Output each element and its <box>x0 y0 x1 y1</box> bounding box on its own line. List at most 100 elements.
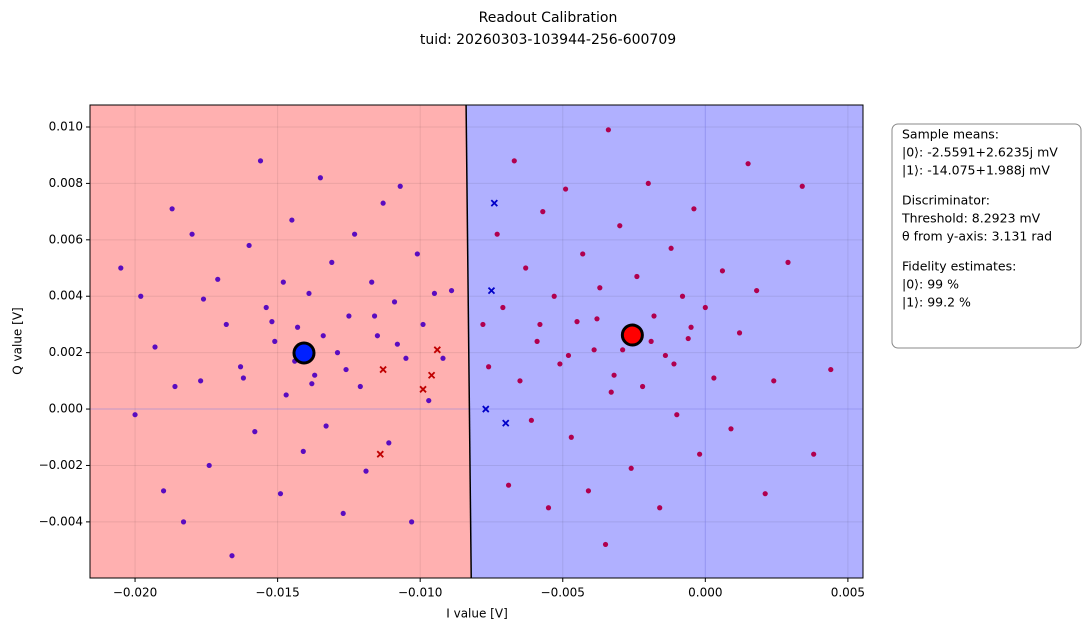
y-tick-label: 0.000 <box>49 402 83 416</box>
point <box>671 361 677 367</box>
point <box>500 304 506 311</box>
point <box>320 333 326 339</box>
point <box>300 448 306 454</box>
point <box>363 468 369 474</box>
point <box>334 350 341 356</box>
x-tick-label: −0.005 <box>541 586 585 600</box>
point <box>152 344 158 350</box>
point <box>685 335 691 342</box>
point <box>597 285 603 291</box>
point <box>617 223 623 229</box>
y-tick-label: −0.004 <box>39 514 83 528</box>
mean-marker <box>620 323 644 347</box>
point <box>591 347 597 353</box>
point <box>563 186 569 192</box>
annotation-line: |0⟩: -2.5591+2.6235j mV <box>902 145 1058 160</box>
point <box>494 231 500 237</box>
point <box>540 209 546 215</box>
annotation-line: Discriminator: <box>902 193 990 208</box>
point <box>545 505 552 511</box>
point <box>394 341 400 347</box>
point <box>697 451 703 457</box>
point <box>132 412 138 418</box>
point <box>369 279 375 285</box>
point <box>799 183 805 189</box>
plot-frame <box>89 104 864 579</box>
point <box>215 276 221 282</box>
point <box>620 347 626 353</box>
point <box>745 161 751 167</box>
point <box>309 381 315 387</box>
point <box>651 313 657 319</box>
point <box>317 175 323 181</box>
point <box>306 290 312 297</box>
point <box>419 385 427 393</box>
point <box>257 158 264 164</box>
mean-marker <box>292 341 316 365</box>
point <box>376 450 384 458</box>
annotation: Sample means: |0⟩: -2.5591+2.6235j mV |1⟩:… <box>901 127 1058 310</box>
y-tick-label: 0.002 <box>49 345 83 359</box>
point <box>329 259 335 265</box>
point <box>657 505 663 511</box>
point <box>323 423 329 429</box>
point <box>160 488 167 494</box>
chart-title: Readout Calibration <box>479 10 618 26</box>
point <box>754 287 760 294</box>
region <box>90 105 472 578</box>
point <box>662 352 669 359</box>
point <box>602 541 609 548</box>
point <box>634 273 640 280</box>
point <box>648 338 654 344</box>
point <box>118 265 124 271</box>
point <box>785 259 791 265</box>
point <box>263 304 269 311</box>
y-axis-label: Q value [V] <box>11 307 25 374</box>
point <box>420 321 426 328</box>
threshold-line <box>465 104 472 579</box>
x-axis-label: I value [V] <box>446 607 508 621</box>
point <box>608 389 614 395</box>
point <box>674 412 680 418</box>
point <box>346 313 352 319</box>
point <box>357 383 363 390</box>
point <box>688 324 694 330</box>
point <box>482 405 490 413</box>
point <box>440 355 446 361</box>
point <box>537 321 543 328</box>
point <box>828 366 834 373</box>
point <box>528 417 534 423</box>
point <box>679 293 686 299</box>
annotation-line: |1⟩: 99.2 % <box>902 295 971 310</box>
point <box>206 462 212 469</box>
x-tick-label: 0.005 <box>831 586 865 600</box>
point <box>511 158 517 164</box>
point <box>246 242 252 249</box>
point <box>502 419 510 427</box>
point <box>229 553 235 559</box>
point <box>269 319 275 325</box>
x-tick-label: 0.000 <box>688 586 722 600</box>
point <box>189 231 195 237</box>
point <box>568 434 574 440</box>
point <box>728 426 734 432</box>
point <box>386 440 392 446</box>
y-tick-label: −0.002 <box>39 458 83 472</box>
point <box>223 321 229 328</box>
point <box>252 429 258 435</box>
x-tick-label: −0.010 <box>398 586 442 600</box>
point <box>580 251 586 257</box>
point <box>574 319 580 325</box>
point <box>409 519 415 525</box>
point <box>426 397 432 404</box>
point <box>645 180 651 187</box>
y-tick-label: 0.006 <box>49 232 83 246</box>
point <box>237 364 244 370</box>
point <box>565 352 572 359</box>
annotation-line: Sample means: <box>902 127 999 142</box>
x-tick-label: −0.020 <box>113 586 157 600</box>
point <box>431 290 438 297</box>
point <box>352 231 358 237</box>
chart-subtitle: tuid: 20260303-103944-256-600709 <box>420 32 676 48</box>
